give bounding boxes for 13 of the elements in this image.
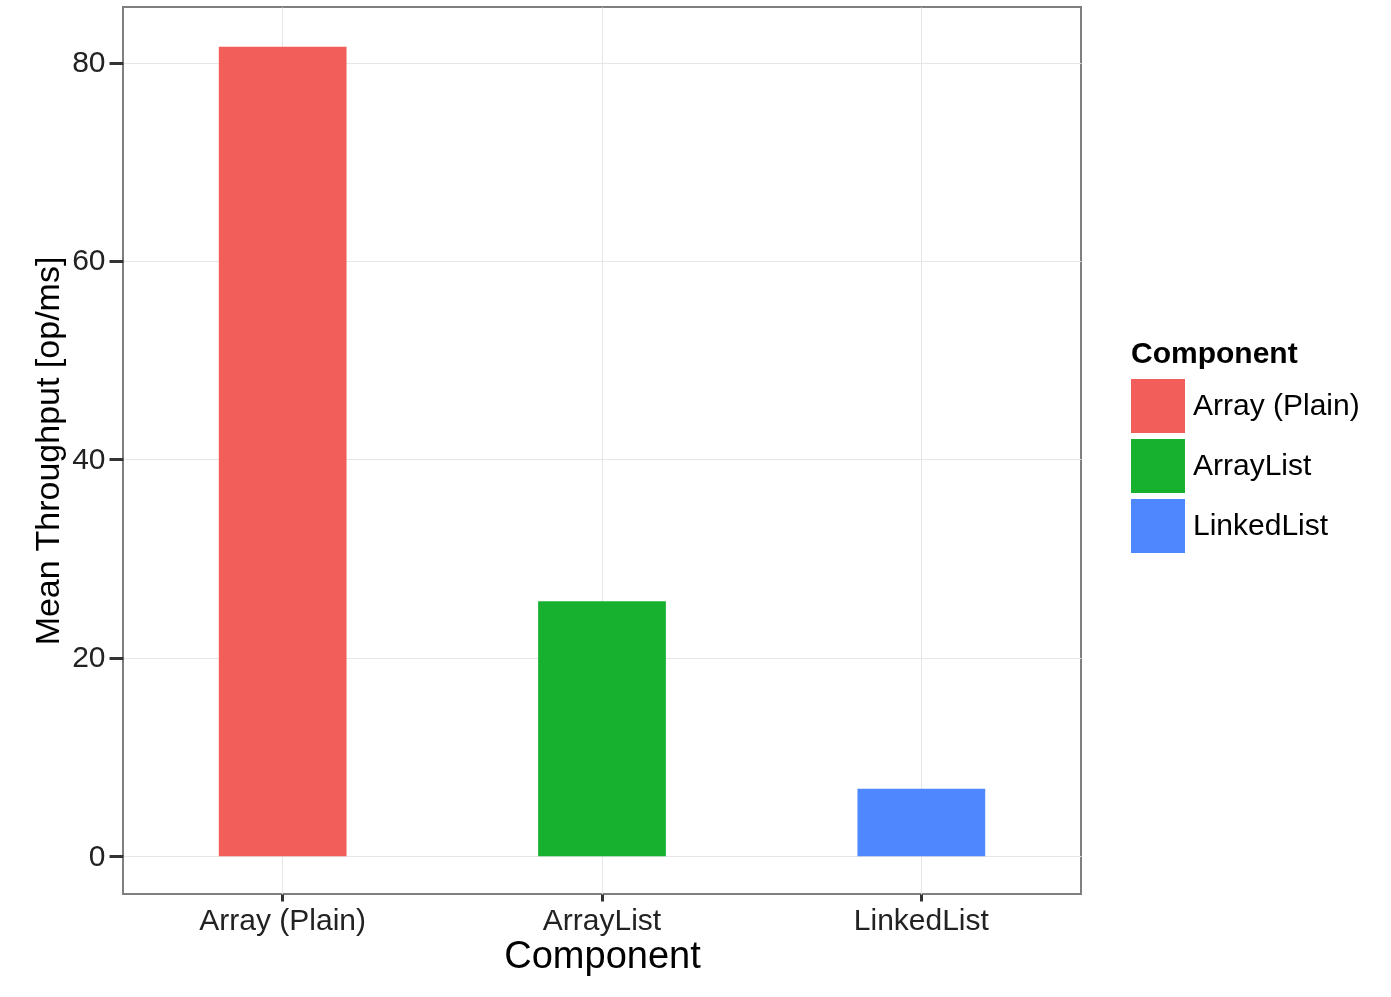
y-tick-label: 40 bbox=[72, 441, 106, 475]
legend-label: LinkedList bbox=[1193, 508, 1329, 541]
legend-label: Array (Plain) bbox=[1193, 388, 1360, 421]
x-tick-label: Array (Plain) bbox=[199, 902, 367, 936]
y-tick-label: 60 bbox=[72, 243, 106, 277]
y-tick-label: 80 bbox=[72, 45, 106, 79]
x-tick-label: ArrayList bbox=[542, 902, 662, 936]
y-tick-label: 0 bbox=[88, 838, 106, 872]
y-axis-title: Mean Throughput [op/ms] bbox=[28, 256, 67, 646]
legend-title: Component bbox=[1131, 336, 1298, 369]
x-tick-label: LinkedList bbox=[853, 902, 990, 936]
y-tick-label: 20 bbox=[72, 640, 106, 674]
legend-label: ArrayList bbox=[1193, 448, 1313, 481]
